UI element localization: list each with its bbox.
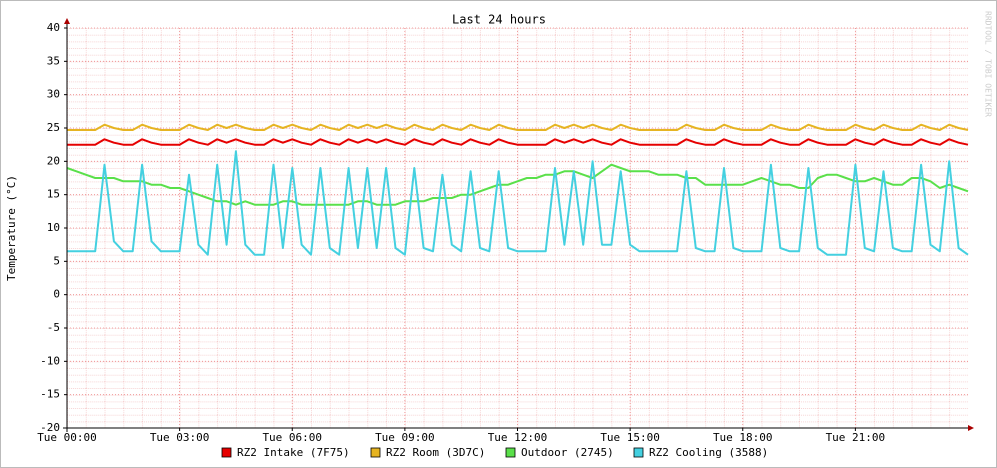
series-line	[67, 150, 969, 256]
y-arrow	[64, 18, 70, 24]
x-arrow	[968, 425, 974, 431]
x-tick-label: Tue 09:00	[375, 431, 435, 444]
y-tick-label: 40	[47, 21, 60, 34]
y-axis-label: Temperature (°C)	[5, 175, 18, 281]
x-tick-label: Tue 12:00	[488, 431, 548, 444]
legend-swatch	[633, 447, 644, 458]
y-tick-label: 30	[47, 88, 60, 101]
y-tick-label: 5	[53, 254, 60, 267]
legend-label: Outdoor (2745)	[521, 446, 614, 459]
x-tick-label: Tue 03:00	[150, 431, 210, 444]
y-tick-label: -20	[40, 421, 60, 434]
legend-swatch	[370, 447, 381, 458]
legend-label: RZ2 Room (3D7C)	[386, 446, 485, 459]
y-tick-label: 10	[47, 221, 60, 234]
x-tick-label: Tue 06:00	[262, 431, 322, 444]
y-tick-label: 20	[47, 154, 60, 167]
series-line	[66, 163, 969, 206]
watermark: RRDTOOL / TOBI OETIKER	[984, 11, 993, 117]
series-line	[67, 138, 969, 146]
legend-label: RZ2 Intake (7F75)	[237, 446, 350, 459]
series-line	[67, 123, 969, 131]
y-tick-label: -15	[40, 388, 60, 401]
chart-title: Last 24 hours	[452, 13, 546, 27]
legend-swatch	[505, 447, 516, 458]
y-tick-label: 25	[47, 121, 60, 134]
legend-label: RZ2 Cooling (3588)	[649, 446, 768, 459]
y-tick-label: -5	[47, 321, 60, 334]
x-tick-label: Tue 21:00	[826, 431, 886, 444]
y-tick-label: -10	[40, 354, 60, 367]
y-tick-label: 15	[47, 188, 60, 201]
y-tick-label: 0	[53, 288, 60, 301]
x-tick-label: Tue 15:00	[600, 431, 660, 444]
legend-swatch	[221, 447, 232, 458]
x-tick-label: Tue 00:00	[37, 431, 97, 444]
y-tick-label: 35	[47, 54, 60, 67]
x-tick-label: Tue 18:00	[713, 431, 773, 444]
